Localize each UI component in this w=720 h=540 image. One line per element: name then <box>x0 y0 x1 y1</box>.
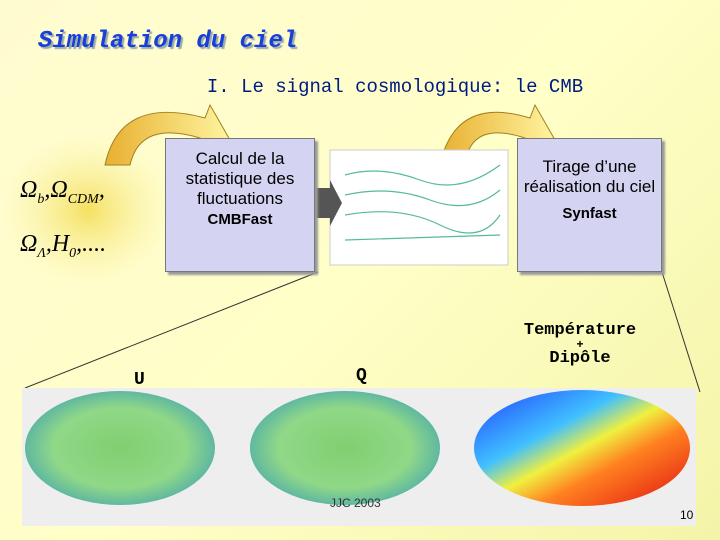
symbol: Ω <box>20 230 38 257</box>
box: Tirage d’une réalisation du ciel Synfast <box>517 138 662 272</box>
map-label: Température + Dipôle <box>500 322 660 368</box>
symbol: H <box>51 230 70 257</box>
title: Simulation du ciel <box>38 28 298 55</box>
blob <box>3 135 173 285</box>
box-text: Calcul de la statistique des fluctuation… <box>185 149 295 208</box>
symbol: Ω <box>50 177 68 203</box>
label-line: Température <box>523 321 637 340</box>
subscript: CDM <box>67 191 99 207</box>
box-text: Tirage d’une réalisation du ciel <box>523 157 656 196</box>
punct: , <box>44 177 51 203</box>
box-tool: CMBFast <box>207 211 273 228</box>
map-q <box>250 391 440 505</box>
formula-line: Ωb,ΩCDM, <box>20 168 106 222</box>
map-t <box>474 390 690 506</box>
arrow <box>315 180 342 226</box>
symbol: Ω <box>20 177 38 203</box>
box-tool: Synfast <box>562 205 617 222</box>
subscript: b <box>37 191 45 207</box>
punct: , <box>45 230 52 257</box>
subscript: Λ <box>37 245 46 261</box>
box: Calcul de la statistique des fluctuation… <box>165 138 315 272</box>
plot-image <box>329 149 509 266</box>
map-u <box>25 391 215 505</box>
connector <box>661 271 701 393</box>
label-line: + <box>576 338 584 352</box>
page-number: 10 <box>680 508 694 522</box>
label-line: Dipôle <box>549 349 611 368</box>
punct: , <box>98 177 105 203</box>
subtitle: I. Le signal cosmologique: le CMB <box>206 76 584 98</box>
formula: Ωb,ΩCDM, ΩΛ,H0,.... <box>20 168 106 276</box>
subscript: 0 <box>69 245 77 261</box>
plot-lines <box>344 164 501 241</box>
map-label: U <box>134 370 145 390</box>
formula-line: ΩΛ,H0,.... <box>20 222 106 276</box>
footer-author: JJC 2003 <box>330 496 381 510</box>
map-label: Q <box>356 366 367 386</box>
punct: ,.... <box>76 230 107 257</box>
connector <box>24 271 319 389</box>
